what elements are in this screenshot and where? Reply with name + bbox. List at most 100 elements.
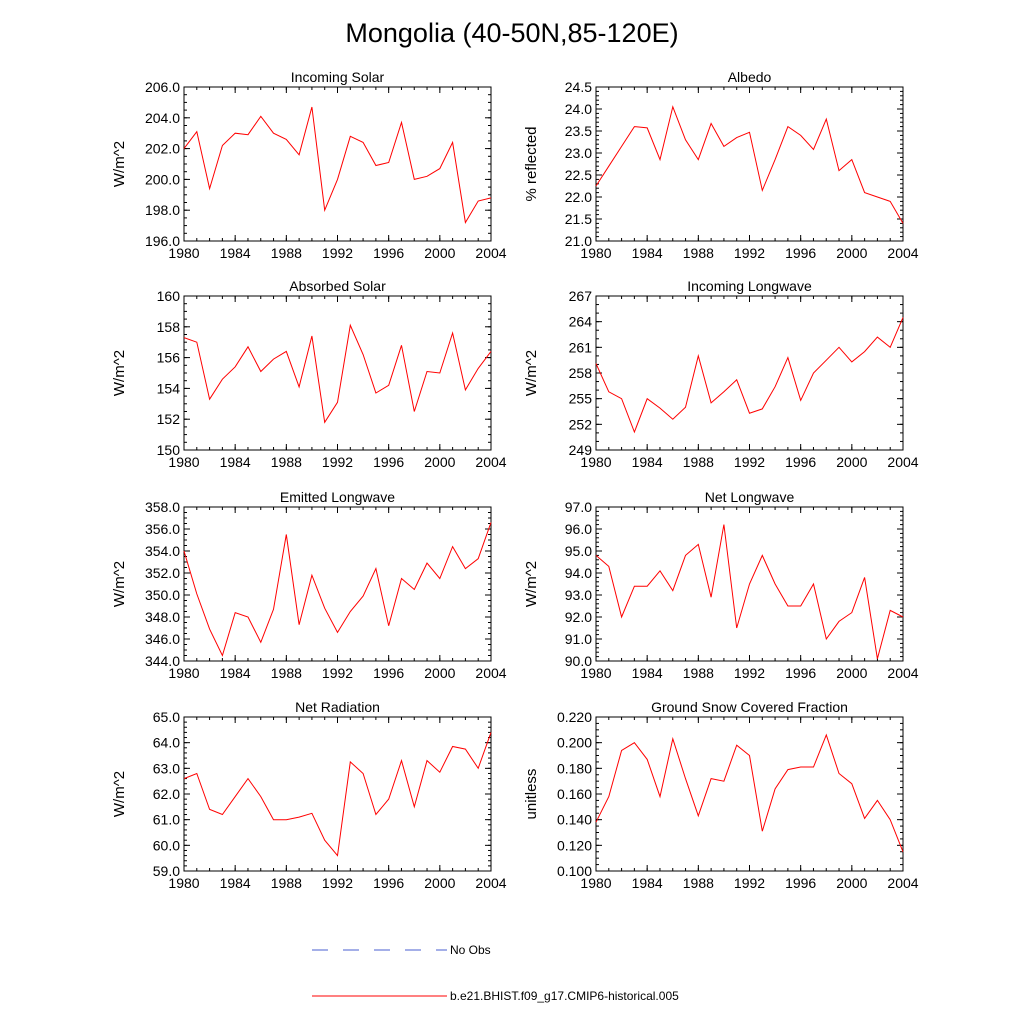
y-tick-label: 0.160 (557, 786, 592, 802)
plot-frame (595, 716, 904, 872)
series-line-incoming-solar (183, 106, 492, 224)
chart-albedo: 1980 1984 1988 1992 1996 2000 2004 21.0 21.5 22.0… (523, 69, 919, 261)
x-tick-label: 1992 (322, 875, 353, 891)
y-tick-label: 62.0 (153, 786, 180, 802)
x-tick-label: 2004 (475, 665, 506, 681)
y-tick-label: 63.0 (153, 760, 180, 776)
y-tick-label: 59.0 (153, 863, 180, 879)
x-tick-label: 1988 (683, 875, 714, 891)
y-tick-label: 64.0 (153, 735, 180, 751)
x-tick-label: 2000 (424, 875, 455, 891)
series-line-albedo (595, 105, 904, 224)
y-tick-label: 196.0 (145, 233, 180, 249)
chart-net-longwave: 1980 1984 1988 1992 1996 2000 2004 90.0 91.0 92.0… (523, 489, 919, 681)
y-tick-label: 0.200 (557, 735, 592, 751)
y-tick-label: 150 (157, 442, 181, 458)
y-axis-label: W/m^2 (111, 561, 128, 607)
y-tick-label: 350.0 (145, 587, 180, 603)
panel-title-net-radiation: Net Radiation (295, 699, 380, 715)
x-tick-label: 1992 (734, 875, 765, 891)
y-tick-label: 21.0 (565, 233, 592, 249)
panel-title-albedo: Albedo (728, 69, 772, 85)
x-tick-label: 1980 (580, 875, 611, 891)
y-tick-label: 252 (569, 416, 593, 432)
y-axis-label: W/m^2 (111, 350, 128, 396)
x-tick-label: 1980 (580, 665, 611, 681)
panels: 1980 1984 1988 1992 1996 2000 2004 196.0 198.0 20… (111, 69, 919, 891)
y-tick-label: 264 (569, 314, 593, 330)
x-tick-label: 2000 (836, 245, 867, 261)
x-tick-label: 1984 (632, 245, 663, 261)
x-tick-label: 1988 (683, 454, 714, 470)
x-tick-label: 1984 (220, 875, 251, 891)
x-tick-label: 1988 (271, 454, 302, 470)
x-tick-label: 1988 (271, 875, 302, 891)
x-tick-label: 1996 (785, 454, 816, 470)
y-tick-label: 22.5 (565, 167, 592, 183)
y-tick-label: 94.0 (565, 565, 592, 581)
plot-frame (183, 295, 492, 451)
y-tick-label: 65.0 (153, 709, 180, 725)
x-tick-label: 2000 (836, 454, 867, 470)
series-line-net-radiation (183, 732, 492, 857)
plot-frame (183, 86, 492, 242)
panel-title-absorbed-solar: Absorbed Solar (289, 278, 386, 294)
y-tick-label: 0.220 (557, 709, 592, 725)
x-tick-label: 1996 (373, 665, 404, 681)
y-tick-label: 0.140 (557, 812, 592, 828)
legend: No Obs b.e21.BHIST.f09_g17.CMIP6-histori… (312, 943, 679, 1003)
x-tick-label: 1984 (220, 454, 251, 470)
y-axis-label: unitless (523, 769, 540, 820)
x-tick-label: 1980 (168, 875, 199, 891)
x-tick-label: 1988 (271, 245, 302, 261)
x-tick-label: 1996 (373, 454, 404, 470)
y-tick-label: 348.0 (145, 609, 180, 625)
y-axis-label: W/m^2 (523, 561, 540, 607)
y-tick-label: 93.0 (565, 587, 592, 603)
x-tick-label: 1992 (322, 665, 353, 681)
figure-title: Mongolia (40-50N,85-120E) (345, 18, 678, 48)
x-tick-label: 1980 (168, 454, 199, 470)
y-tick-label: 255 (569, 391, 593, 407)
series-line-incoming-longwave (595, 317, 904, 434)
y-tick-label: 96.0 (565, 521, 592, 537)
y-tick-label: 97.0 (565, 499, 592, 515)
panel-title-net-longwave: Net Longwave (705, 489, 795, 505)
y-tick-label: 354.0 (145, 543, 180, 559)
y-tick-label: 258 (569, 365, 593, 381)
y-tick-label: 23.5 (565, 123, 592, 139)
y-tick-label: 61.0 (153, 812, 180, 828)
y-tick-label: 249 (569, 442, 593, 458)
y-tick-label: 23.0 (565, 145, 592, 161)
y-axis-label: W/m^2 (523, 350, 540, 396)
y-tick-label: 344.0 (145, 653, 180, 669)
chart-incoming-longwave: 1980 1984 1988 1992 1996 2000 2004 249 252 255 258… (523, 278, 919, 470)
x-tick-label: 1992 (734, 454, 765, 470)
y-tick-label: 200.0 (145, 171, 180, 187)
x-tick-label: 2000 (424, 454, 455, 470)
x-tick-label: 1996 (373, 245, 404, 261)
y-tick-label: 0.120 (557, 837, 592, 853)
y-tick-label: 356.0 (145, 521, 180, 537)
y-tick-label: 91.0 (565, 631, 592, 647)
y-tick-label: 22.0 (565, 189, 592, 205)
x-tick-label: 1984 (220, 245, 251, 261)
x-tick-label: 1988 (683, 665, 714, 681)
x-tick-label: 2004 (475, 454, 506, 470)
x-tick-label: 1992 (322, 245, 353, 261)
chart-absorbed-solar: 1980 1984 1988 1992 1996 2000 2004 150 152 154 156… (111, 278, 507, 470)
y-tick-label: 24.0 (565, 101, 592, 117)
y-tick-label: 267 (569, 288, 593, 304)
y-tick-label: 152 (157, 411, 181, 427)
chart-incoming-solar: 1980 1984 1988 1992 1996 2000 2004 196.0 198.0 20… (111, 69, 507, 261)
panel-title-emitted-longwave: Emitted Longwave (280, 489, 395, 505)
x-tick-label: 1992 (322, 454, 353, 470)
x-tick-label: 1984 (632, 665, 663, 681)
y-tick-label: 358.0 (145, 499, 180, 515)
x-tick-label: 1996 (785, 245, 816, 261)
y-tick-label: 24.5 (565, 79, 592, 95)
x-tick-label: 1988 (683, 245, 714, 261)
x-tick-label: 1996 (785, 665, 816, 681)
x-tick-label: 1992 (734, 245, 765, 261)
